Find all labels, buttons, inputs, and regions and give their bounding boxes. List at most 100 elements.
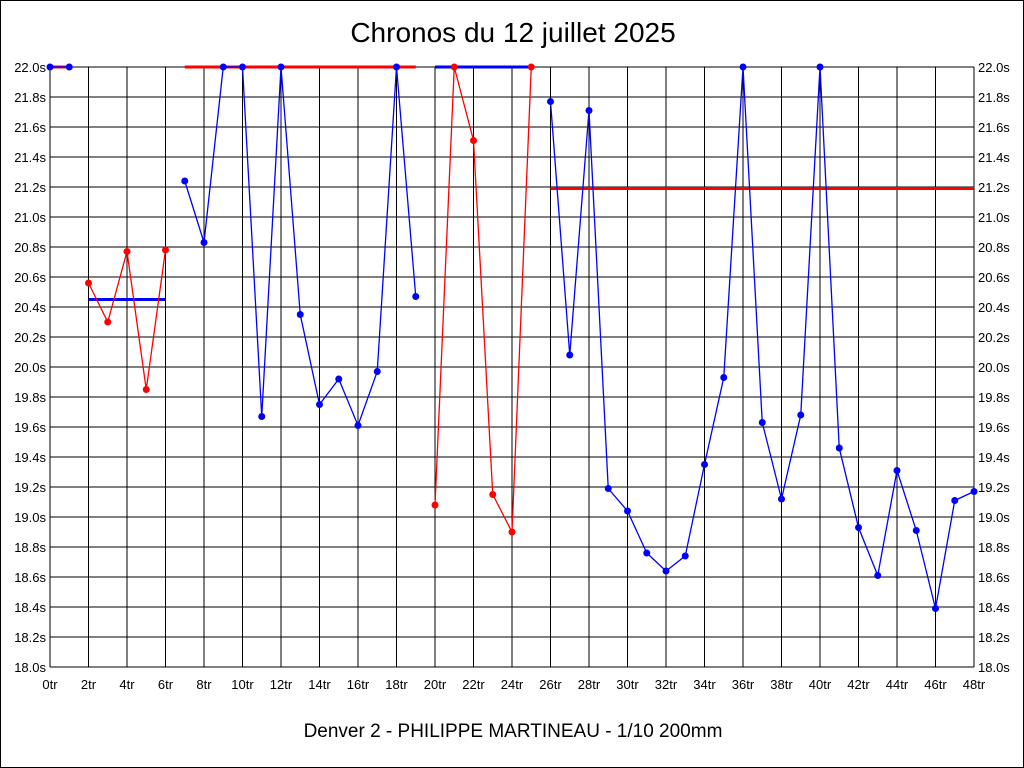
y-tick-label-right: 19.6s [978, 420, 1010, 435]
data-point [585, 107, 593, 114]
y-tick-label-left: 22.0s [14, 60, 46, 75]
y-tick-label-right: 18.6s [978, 570, 1010, 585]
y-tick-label-right: 20.0s [978, 360, 1010, 375]
x-tick-label: 36tr [732, 677, 755, 692]
data-point [508, 528, 516, 536]
y-tick-label-right: 21.0s [978, 210, 1010, 225]
data-point [373, 368, 381, 375]
x-tick-label: 38tr [770, 677, 793, 692]
data-point [912, 527, 920, 534]
y-tick-label-right: 20.4s [978, 300, 1010, 315]
data-point [855, 524, 862, 531]
data-point [258, 413, 266, 420]
data-point [239, 63, 246, 71]
y-tick-label-right: 20.6s [978, 270, 1010, 285]
y-tick-label-left: 18.2s [14, 630, 46, 645]
y-tick-label-right: 19.0s [978, 510, 1010, 525]
x-tick-label: 0tr [42, 677, 58, 692]
data-point [470, 137, 477, 144]
y-tick-label-left: 21.4s [14, 150, 46, 165]
series-line-segment-3 [184, 66, 417, 428]
x-tick-label: 34tr [693, 677, 716, 692]
x-tick-label: 28tr [578, 677, 601, 692]
data-point [893, 467, 901, 474]
x-tick-label: 44tr [886, 677, 909, 692]
y-tick-label-right: 19.4s [978, 450, 1010, 465]
y-tick-label-left: 19.6s [14, 420, 46, 435]
x-tick-label: 16tr [347, 677, 370, 692]
y-tick-label-left: 20.4s [14, 300, 46, 315]
y-tick-label-right: 19.8s [978, 390, 1010, 405]
y-tick-label-right: 20.2s [978, 330, 1010, 345]
y-tick-label-left: 20.0s [14, 360, 46, 375]
x-tick-label: 48tr [963, 677, 986, 692]
data-point [162, 246, 169, 254]
y-tick-label-left: 20.2s [14, 330, 46, 345]
y-tick-label-right: 18.0s [978, 660, 1010, 675]
data-point [316, 401, 323, 408]
data-point [932, 605, 939, 612]
y-tick-label-right: 18.4s [978, 600, 1010, 615]
x-tick-label: 32tr [655, 677, 678, 692]
data-point [758, 419, 766, 426]
x-tick-label: 4tr [119, 677, 135, 692]
y-tick-label-left: 19.2s [14, 480, 46, 495]
y-tick-label-right: 21.8s [978, 90, 1010, 105]
data-point [720, 374, 728, 381]
data-point [527, 63, 535, 71]
x-tick-label: 42tr [847, 677, 870, 692]
y-tick-label-left: 21.6s [14, 120, 46, 135]
data-point [604, 485, 612, 492]
data-point [701, 461, 708, 468]
data-point [970, 488, 978, 495]
y-tick-label-left: 20.6s [14, 270, 46, 285]
y-tick-label-left: 20.8s [14, 240, 46, 255]
data-point [816, 63, 824, 71]
x-tick-label: 2tr [81, 677, 97, 692]
data-point [46, 63, 54, 71]
data-point [142, 386, 150, 393]
y-tick-label-right: 18.2s [978, 630, 1010, 645]
y-tick-label-left: 19.8s [14, 390, 46, 405]
data-point [296, 311, 304, 318]
x-tick-label: 30tr [616, 677, 639, 692]
data-point [566, 351, 574, 359]
data-point [874, 572, 882, 579]
data-point [624, 507, 631, 515]
data-point [65, 63, 73, 71]
y-tick-label-right: 22.0s [978, 60, 1010, 75]
y-tick-label-left: 21.8s [14, 90, 46, 105]
data-point [219, 63, 227, 71]
data-point [104, 318, 112, 326]
x-tick-label: 22tr [462, 677, 485, 692]
x-tick-label: 18tr [385, 677, 408, 692]
y-tick-label-right: 21.2s [978, 180, 1010, 195]
data-point [951, 497, 959, 504]
chart-title: Chronos du 12 juillet 2025 [350, 17, 676, 48]
x-tick-label: 40tr [809, 677, 832, 692]
data-point [393, 63, 400, 71]
y-tick-label-left: 19.0s [14, 510, 46, 525]
data-point [681, 552, 689, 560]
x-tick-label: 46tr [924, 677, 947, 692]
data-point [835, 444, 843, 452]
y-tick-label-left: 18.8s [14, 540, 46, 555]
y-tick-label-right: 19.2s [978, 480, 1010, 495]
y-tick-label-right: 21.4s [978, 150, 1010, 165]
data-point [797, 411, 805, 419]
series-line-segment-4 [434, 66, 532, 535]
y-tick-label-left: 18.4s [14, 600, 46, 615]
data-point [335, 375, 343, 383]
y-tick-label-right: 20.8s [978, 240, 1010, 255]
data-point [778, 495, 785, 503]
series-line-segment-5 [549, 66, 975, 609]
x-tick-label: 20tr [424, 677, 447, 692]
x-tick-label: 8tr [196, 677, 212, 692]
data-point [277, 63, 285, 71]
data-point [200, 239, 208, 246]
y-tick-label-right: 21.6s [978, 120, 1010, 135]
x-tick-label: 24tr [501, 677, 524, 692]
x-tick-label: 14tr [308, 677, 331, 692]
